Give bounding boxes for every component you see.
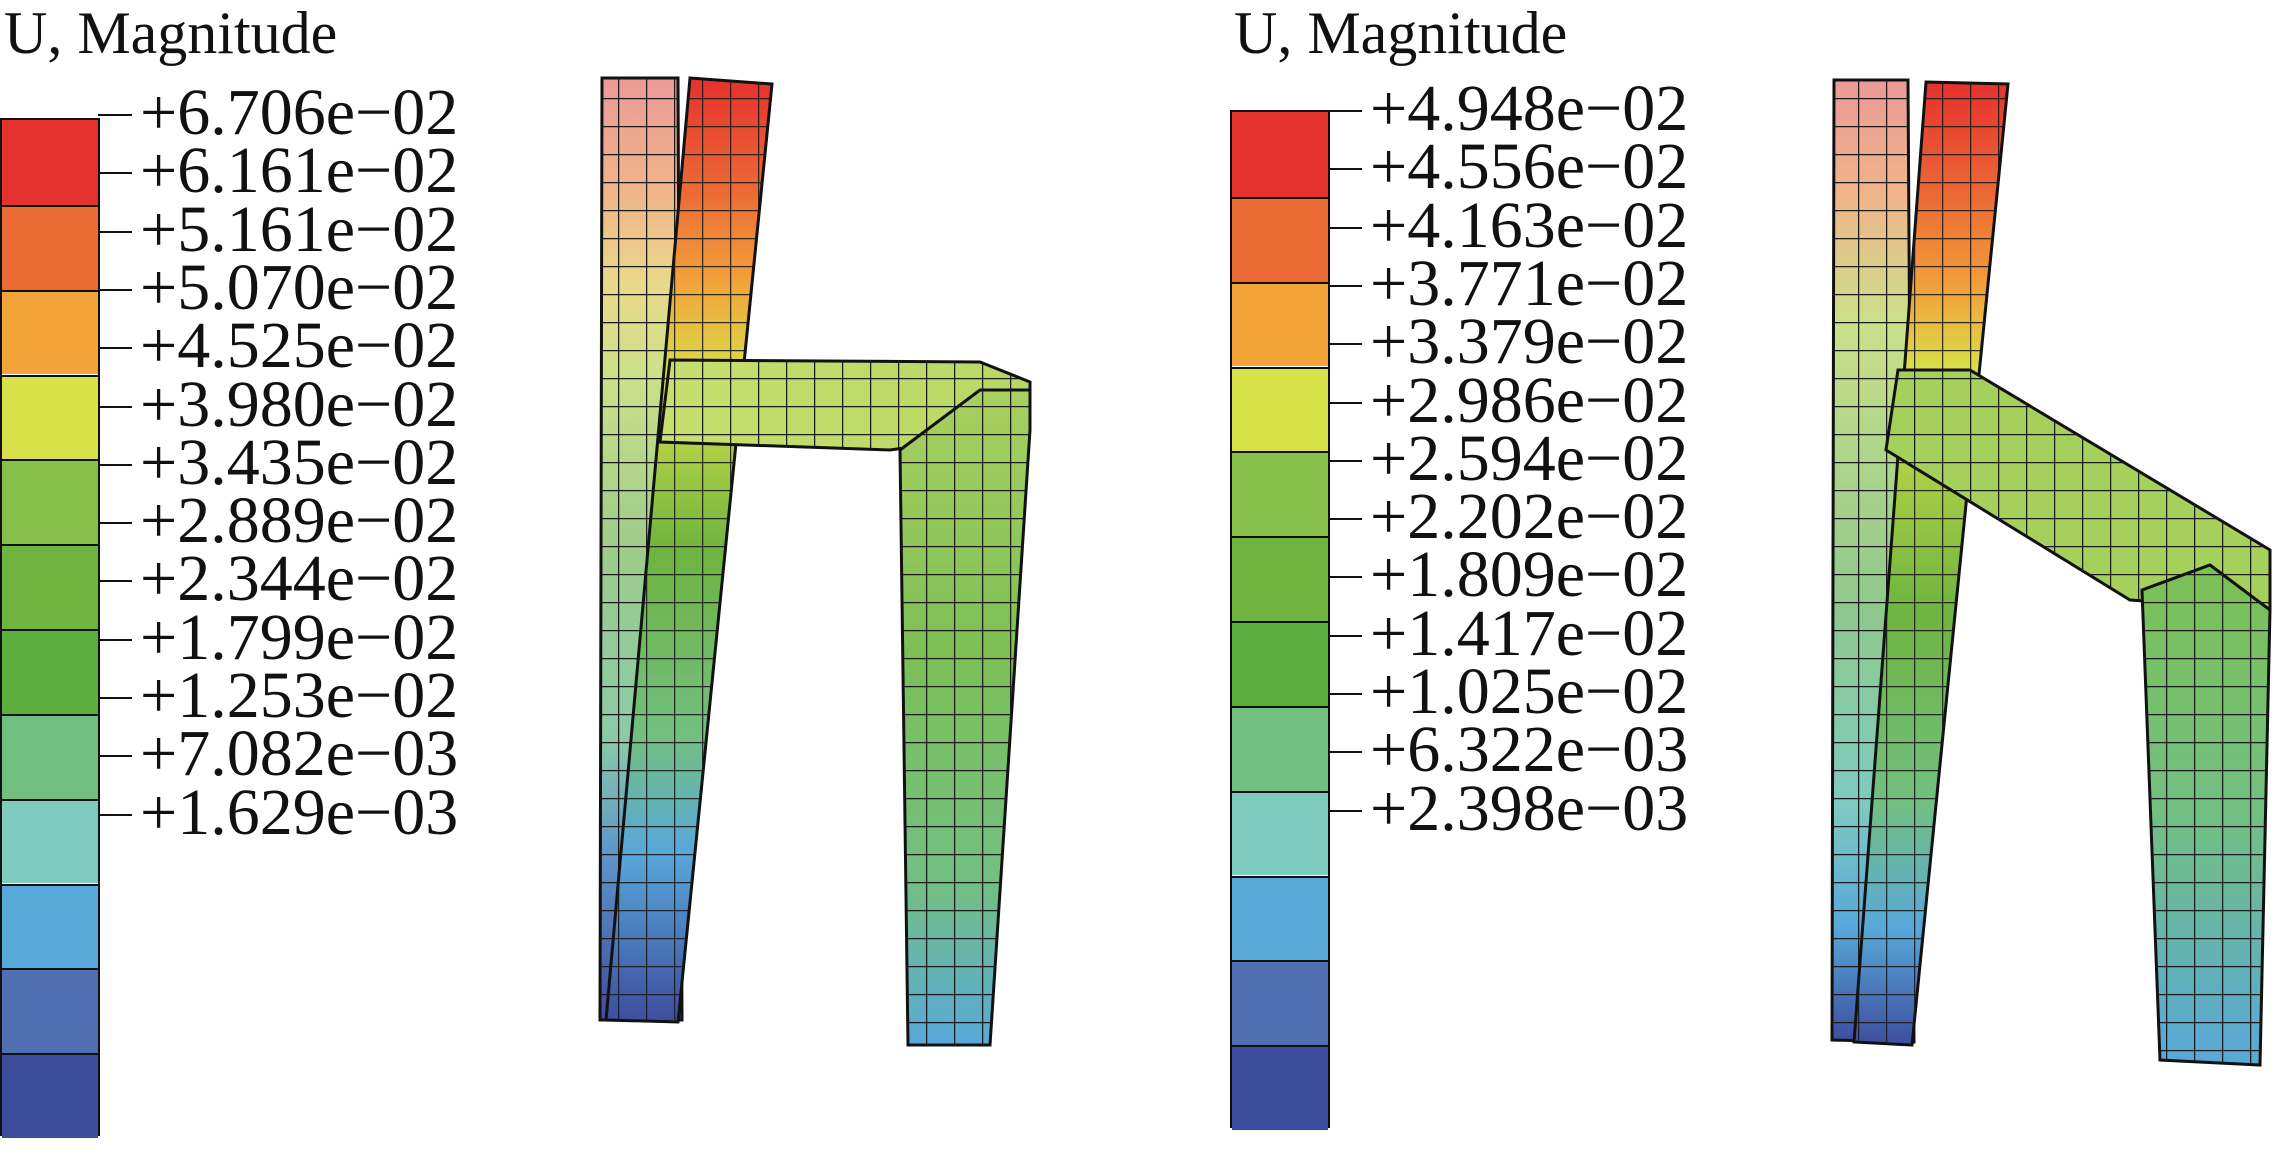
legend-label: +1.253e−02 (140, 659, 459, 732)
legend-label: +4.525e−02 (140, 309, 459, 383)
legend-tick (98, 347, 132, 350)
legend-swatch (2, 629, 98, 714)
legend-label: +1.799e−02 (140, 600, 459, 674)
right-panel: U, Magnitude +4.948e−02 +4.556e−02 +4.163e… (1230, 0, 2282, 1150)
legend-swatch (1232, 705, 1328, 791)
legend-tick (98, 172, 132, 175)
legend-tick (98, 522, 132, 525)
legend-swatch (1232, 1045, 1328, 1130)
legend-swatch (2, 968, 98, 1054)
legend-swatch (1232, 790, 1328, 876)
legend-tick (1328, 751, 1362, 754)
legend-swatch (2, 204, 98, 290)
legend-swatch (1232, 196, 1328, 282)
left-panel: U, Magnitude +6.706e−02 +6.161e−02 +5.161e… (0, 0, 1120, 1150)
legend-label: +2.594e−02 (1370, 421, 1689, 495)
color-legend (1230, 110, 1330, 1130)
legend-tick (98, 463, 132, 466)
legend-title: U, Magnitude (1234, 0, 1568, 66)
legend-label: +4.163e−02 (1370, 188, 1689, 262)
legend-tick (98, 697, 132, 699)
legend-swatch (1232, 281, 1328, 367)
legend-swatch (2, 289, 98, 375)
legend-swatch (1232, 960, 1328, 1046)
legend-label: +1.629e−03 (140, 775, 459, 849)
legend-label: +2.202e−02 (1370, 480, 1689, 554)
legend-label: +4.948e−02 (1370, 72, 1689, 145)
legend-tick (98, 288, 132, 291)
legend-tick (1328, 518, 1362, 521)
legend-label: +2.398e−03 (1370, 771, 1689, 845)
legend-tick (1328, 168, 1362, 171)
legend-tick (98, 230, 132, 233)
legend-label: +1.025e−02 (1370, 655, 1689, 728)
legend-label: +3.379e−02 (1370, 305, 1689, 379)
legend-tick (98, 580, 132, 583)
legend-label: +2.889e−02 (140, 484, 459, 558)
legend-label: +3.771e−02 (1370, 246, 1689, 320)
legend-swatch (2, 544, 98, 629)
legend-swatch (2, 120, 98, 205)
legend-tick (98, 755, 132, 758)
legend-tick (1328, 343, 1362, 346)
legend-label: +2.344e−02 (140, 542, 459, 616)
legend-swatch (1232, 875, 1328, 961)
legend-tick (1328, 110, 1362, 112)
legend-tick (1328, 401, 1362, 404)
color-legend (0, 118, 100, 1138)
legend-swatch (2, 883, 98, 969)
legend-tick (1328, 576, 1362, 579)
legend-tick (1328, 693, 1362, 695)
legend-label: +5.161e−02 (140, 192, 459, 266)
legend-swatch (1232, 451, 1328, 537)
legend-label: +6.322e−03 (1370, 713, 1689, 787)
legend-swatch (2, 374, 98, 460)
legend-tick (1328, 284, 1362, 287)
legend-label: +7.082e−03 (140, 717, 459, 791)
legend-label: +4.556e−02 (1370, 130, 1689, 204)
legend-tick (98, 405, 132, 408)
legend-label: +1.417e−02 (1370, 596, 1689, 670)
legend-swatch (1232, 366, 1328, 452)
legend-swatch (2, 1053, 98, 1138)
legend-swatch (2, 713, 98, 799)
legend-label: +3.435e−02 (140, 425, 459, 499)
deformed-mesh-right (1830, 78, 2272, 1067)
legend-tick (1328, 459, 1362, 462)
legend-tick (1328, 809, 1362, 812)
legend-label: +1.809e−02 (1370, 538, 1689, 612)
legend-label: +6.706e−02 (140, 76, 459, 149)
legend-tick (98, 638, 132, 641)
legend-label: +3.980e−02 (140, 367, 459, 441)
legend-swatch (1232, 112, 1328, 197)
legend-swatch (1232, 536, 1328, 621)
legend-tick (1328, 226, 1362, 229)
deformed-mesh-left (598, 76, 1032, 1047)
legend-swatch (2, 798, 98, 884)
legend-swatch (2, 459, 98, 545)
legend-title: U, Magnitude (4, 0, 338, 66)
legend-tick (98, 114, 132, 116)
legend-label: +6.161e−02 (140, 134, 459, 208)
legend-label: +5.070e−02 (140, 250, 459, 324)
legend-tick (98, 813, 132, 816)
legend-tick (1328, 634, 1362, 637)
legend-label: +2.986e−02 (1370, 363, 1689, 437)
legend-swatch (1232, 621, 1328, 706)
